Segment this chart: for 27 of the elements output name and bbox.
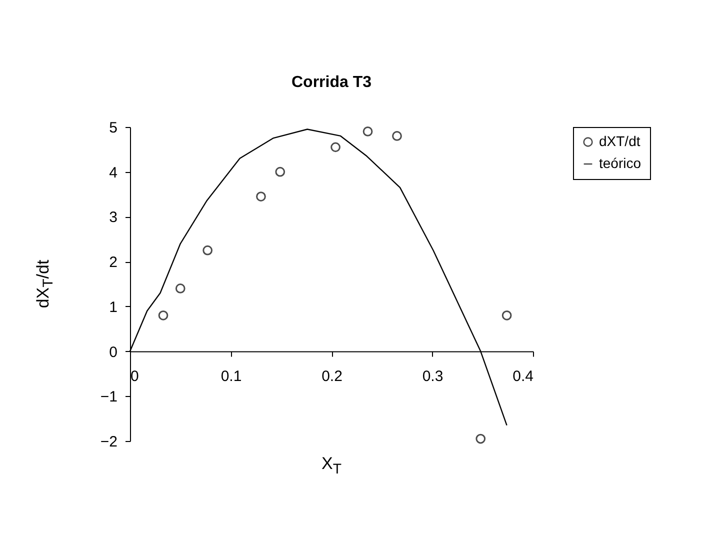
y-tick-label: −1 xyxy=(100,388,118,406)
x-tick-label: 0.4 xyxy=(512,368,534,385)
legend-label: teórico xyxy=(599,155,642,171)
y-tick-label: 1 xyxy=(109,298,118,316)
point xyxy=(330,142,340,152)
point xyxy=(502,310,512,320)
y-tick-label: 4 xyxy=(109,164,118,182)
x-tick-label: 0.1 xyxy=(220,368,242,385)
x-tick-label: 0 xyxy=(130,368,139,385)
y-tick-label: 5 xyxy=(109,120,118,136)
legend-label: dXT/dt xyxy=(599,133,640,149)
y-tick-label: 2 xyxy=(109,254,118,272)
y-tick-label: −2 xyxy=(100,434,118,450)
x-tick-label: 0.3 xyxy=(422,368,444,385)
x-axis-title: X$_{T}$ xyxy=(322,454,342,478)
y-tick-label: 3 xyxy=(109,209,118,226)
x-tick-label: 0.2 xyxy=(322,368,342,385)
point xyxy=(158,310,168,320)
point xyxy=(256,192,266,202)
point xyxy=(275,166,286,177)
point xyxy=(202,245,213,256)
y-tick-label: 0 xyxy=(109,344,118,361)
point xyxy=(392,131,402,141)
point xyxy=(175,284,186,294)
point xyxy=(362,126,373,136)
point xyxy=(476,434,486,444)
chart-title: Corrida T3 xyxy=(291,74,372,91)
